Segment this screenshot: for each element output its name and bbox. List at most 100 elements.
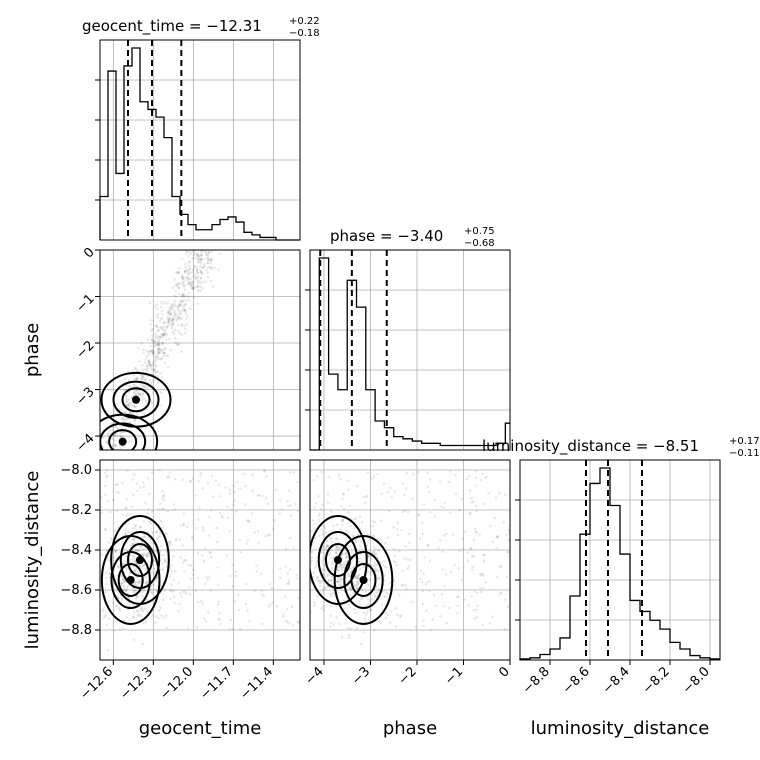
- frame-2: [309, 459, 511, 661]
- scatter-point: [187, 586, 191, 589]
- scatter-point: [188, 479, 192, 483]
- scatter-point: [406, 567, 409, 571]
- scatter-point: [158, 531, 162, 535]
- scatter-point: [113, 629, 116, 633]
- scatter-point: [216, 566, 219, 569]
- scatter-point: [264, 496, 268, 500]
- scatter-point: [493, 516, 497, 520]
- scatter-point: [146, 477, 150, 480]
- scatter-point: [372, 628, 376, 632]
- scatter-point: [259, 572, 263, 575]
- scatter-point: [303, 581, 306, 584]
- scatter-point: [105, 474, 109, 478]
- scatter-point: [155, 358, 158, 361]
- scatter-point: [180, 322, 184, 326]
- scatter-point: [371, 563, 375, 567]
- scatter-point: [208, 266, 212, 269]
- scatter-point: [207, 255, 210, 258]
- scatter-point: [167, 320, 170, 323]
- scatter-point: [495, 575, 499, 579]
- panels-layer: −12.6 −12.3 −12.0 −11.7 −11.4 −4 −3 −2 −1 0 −8.8 −8…: [60, 39, 721, 703]
- scatter-point: [182, 279, 186, 283]
- scatter-point: [183, 569, 186, 573]
- scatter-point: [125, 506, 128, 510]
- scatter-point: [264, 534, 267, 538]
- scatter-point: [156, 576, 160, 580]
- scatter-point: [138, 393, 141, 396]
- scatter-point: [356, 576, 360, 580]
- scatter-point: [180, 274, 184, 278]
- scatter-point: [456, 595, 460, 599]
- scatter-point: [163, 332, 166, 336]
- scatter-point: [386, 490, 390, 494]
- scatter-point: [156, 329, 160, 333]
- scatter-point: [142, 348, 145, 352]
- scatter-point: [355, 580, 359, 584]
- scatter-point: [136, 391, 140, 395]
- scatter-point: [370, 570, 373, 574]
- scatter-point: [488, 622, 491, 625]
- scatter-point: [422, 624, 425, 628]
- scatter-point: [389, 486, 392, 490]
- scatter-point: [139, 544, 143, 548]
- scatter-point: [185, 294, 188, 298]
- xlabel-luminosity-distance: luminosity_distance: [531, 718, 710, 739]
- scatter-point: [244, 502, 247, 506]
- scatter-point: [169, 597, 172, 600]
- scatter-point: [182, 277, 186, 280]
- scatter-point: [151, 319, 155, 322]
- scatter-point: [134, 589, 137, 593]
- scatter-point: [191, 537, 194, 541]
- scatter-point: [244, 582, 248, 586]
- scatter-point: [326, 544, 329, 548]
- scatter-point: [161, 343, 164, 346]
- scatter-point: [118, 452, 121, 455]
- scatter-point: [111, 429, 114, 433]
- scatter-point: [186, 269, 190, 273]
- scatter-point: [204, 245, 207, 248]
- scatter-point: [468, 511, 472, 515]
- scatter-point: [471, 565, 475, 569]
- scatter-point: [132, 582, 136, 586]
- scatter-point: [313, 537, 317, 540]
- scatter-point: [352, 565, 356, 569]
- scatter-point: [182, 523, 185, 527]
- scatter-point: [426, 471, 429, 475]
- scatter-point: [206, 271, 209, 274]
- scatter-point: [454, 492, 458, 496]
- scatter-point: [185, 317, 188, 320]
- scatter-point: [146, 338, 150, 342]
- scatter-point: [158, 319, 162, 323]
- scatter-point: [180, 309, 184, 313]
- scatter-point: [117, 452, 120, 455]
- scatter-point: [170, 583, 173, 586]
- scatter-point: [372, 475, 376, 478]
- scatter-point: [482, 502, 486, 505]
- scatter-point: [201, 266, 205, 270]
- scatter-point: [173, 311, 176, 315]
- scatter-point: [196, 289, 200, 292]
- scatter-point: [206, 240, 209, 243]
- scatter-point: [226, 516, 230, 519]
- scatter-point: [428, 579, 432, 583]
- scatter-point: [179, 350, 183, 353]
- scatter-point: [338, 622, 341, 626]
- scatter-point: [148, 363, 151, 366]
- scatter-point: [260, 593, 264, 596]
- scatter-point: [231, 563, 234, 567]
- scatter-point: [100, 553, 103, 556]
- scatter-point: [188, 281, 192, 285]
- scatter-point: [400, 528, 403, 532]
- scatter-point: [120, 431, 123, 434]
- scatter-point: [407, 565, 411, 568]
- scatter-point: [499, 592, 502, 595]
- scatter-point: [183, 559, 186, 562]
- scatter-point: [160, 507, 164, 510]
- scatter-point: [336, 580, 339, 584]
- scatter-point: [183, 270, 187, 273]
- scatter-point: [231, 585, 235, 588]
- scatter-point: [237, 608, 240, 612]
- scatter-point: [198, 506, 201, 510]
- scatter-point: [278, 567, 282, 570]
- scatter-point: [169, 348, 172, 352]
